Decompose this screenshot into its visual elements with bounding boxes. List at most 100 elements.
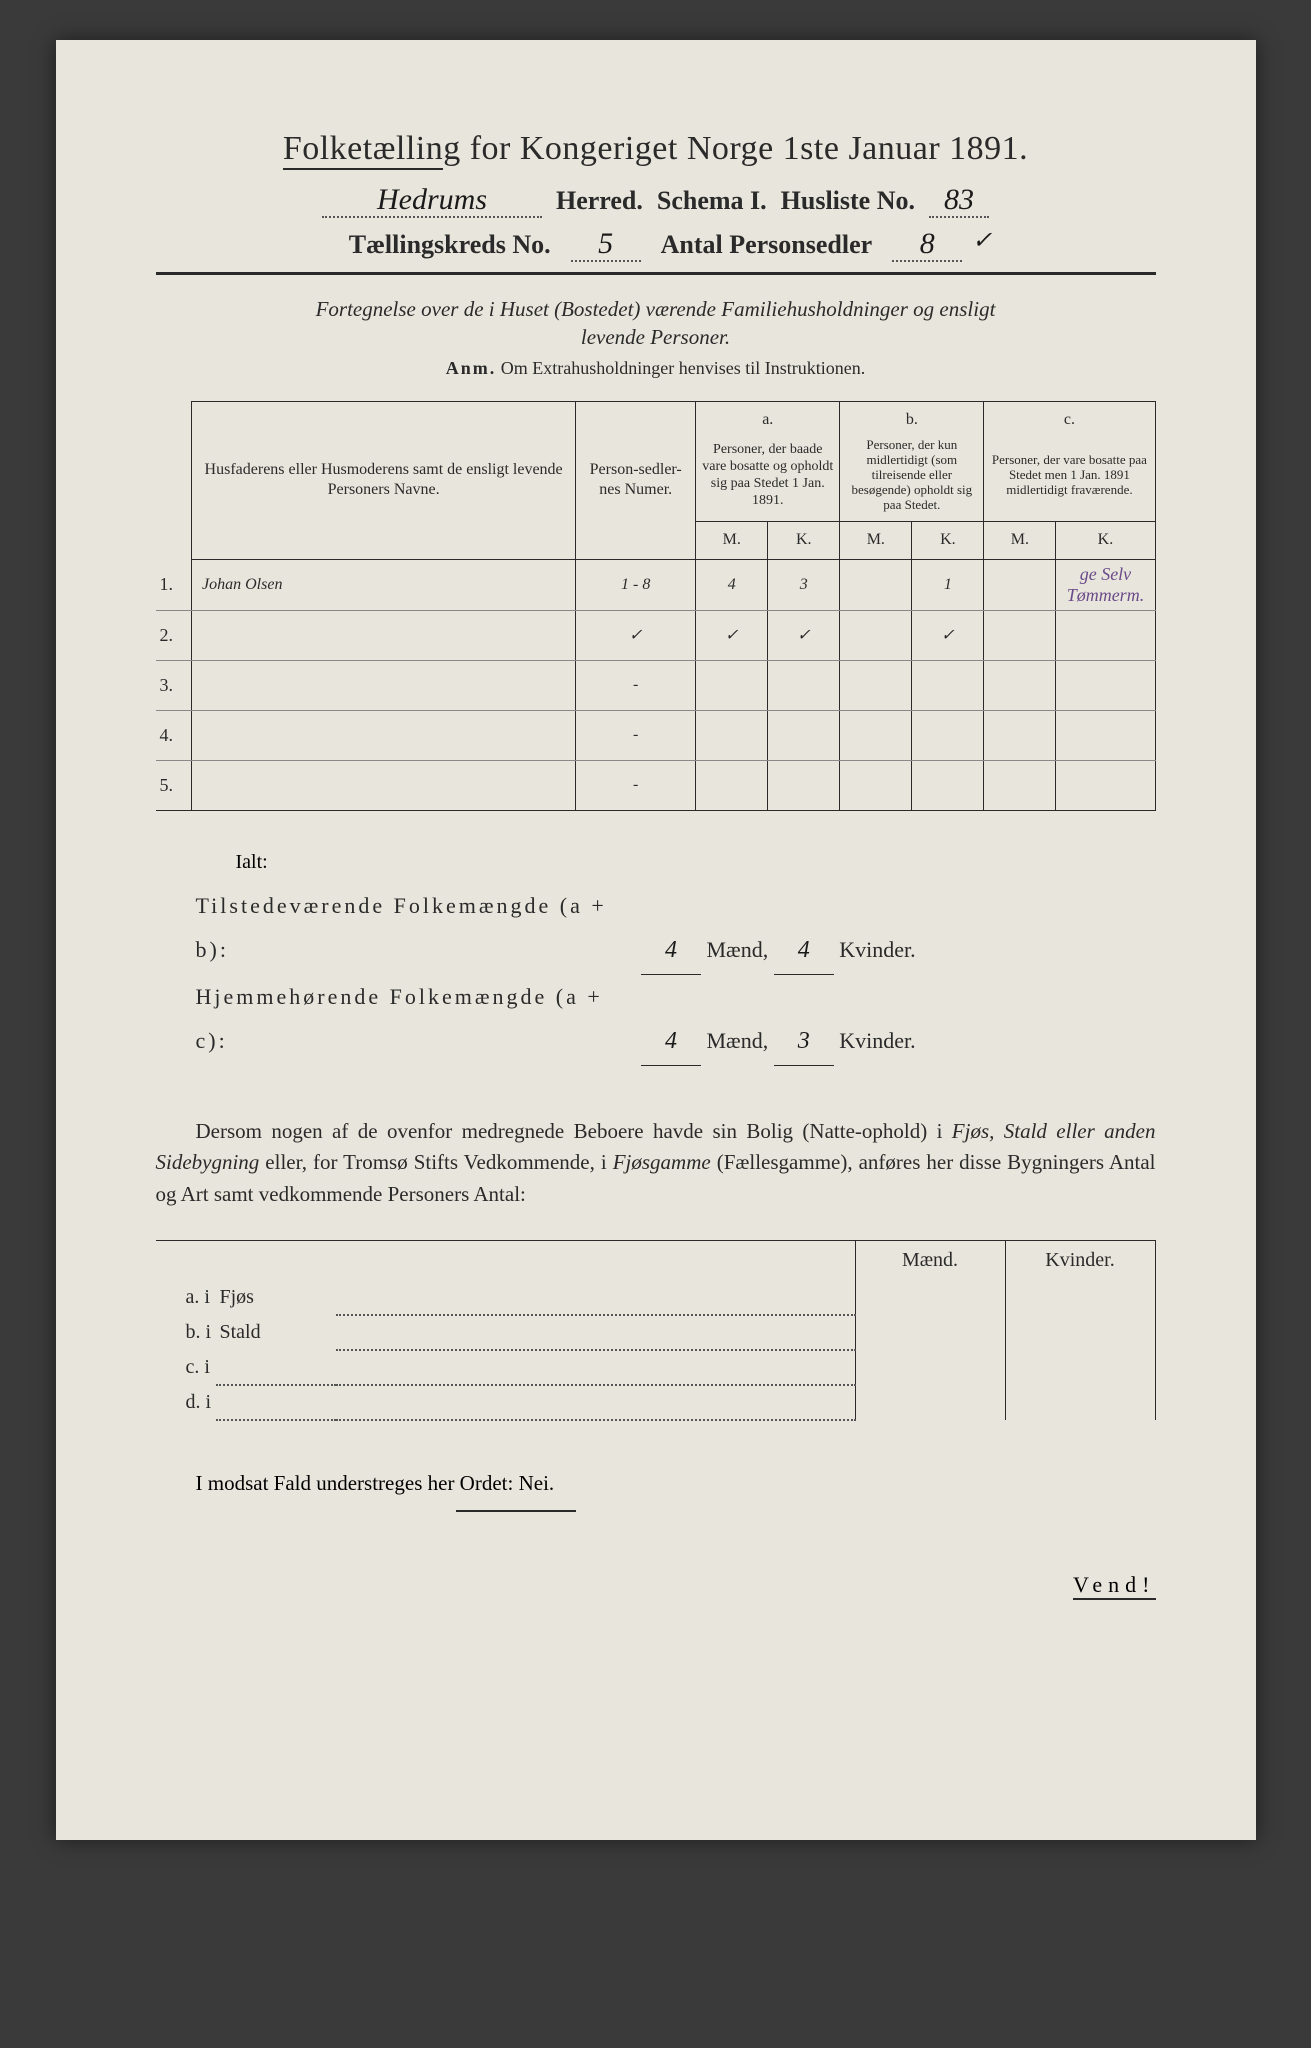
row-bm [840,760,912,810]
lower-row: a. i Fjøs [156,1280,1156,1315]
herred-value: Hedrums [377,183,487,216]
row-num: 3. [156,660,192,710]
row-ck [1056,610,1155,660]
row-num: 1. [156,559,192,610]
anm-line: Anm. Om Extrahusholdninger henvises til … [156,358,1156,379]
col-c-k: K. [1056,522,1155,560]
row-num: 5. [156,760,192,810]
sedler-value: 8 [920,227,935,260]
row-numer: - [576,710,696,760]
row-name: Johan Olsen [192,559,576,610]
kreds-row: Tællingskreds No. 5 Antal Personsedler 8… [156,230,1156,262]
row-bm [840,710,912,760]
table-row: 2. ✓ ✓ ✓ ✓ [156,610,1156,660]
kvinder-label: Kvinder. [839,937,915,962]
row-bk: ✓ [912,610,984,660]
row-ck: ge Selv Tømmerm. [1056,559,1155,610]
col-a-text: Personer, der baade vare bosatte og opho… [696,430,840,521]
husliste-label: Husliste No. [781,186,915,216]
lower-row-dots [336,1315,856,1350]
col-c-text: Personer, der vare bosatte paa Stedet me… [984,430,1155,521]
lower-row-lbl: d. i [156,1385,216,1420]
para-text1: Dersom nogen af de ovenfor medregnede Be… [196,1119,952,1143]
lower-row: d. i [156,1385,1156,1420]
row-numer: 1 - 8 [576,559,696,610]
row-num: 2. [156,610,192,660]
col-b-m: M. [840,522,912,560]
row-bk: 1 [912,559,984,610]
row-numer: ✓ [576,610,696,660]
schema-label: Schema I. [657,186,767,216]
lower-row-m [855,1385,1005,1420]
intro-line2: levende Personer. [581,325,730,349]
summary-block: Tilstedeværende Folkemængde (a + b): 4 M… [196,884,1156,1066]
row-cm [984,610,1056,660]
lower-row-k [1005,1280,1155,1315]
tilstede-row: Tilstedeværende Folkemængde (a + b): 4 M… [196,884,1156,975]
hjemme-k-field: 3 [774,1017,834,1066]
row-ak [768,760,840,810]
intro-line1: Fortegnelse over de i Huset (Bostedet) v… [316,297,996,321]
lower-row-dots [336,1280,856,1315]
herred-row: Hedrums Herred. Schema I. Husliste No. 8… [156,186,1156,218]
col-name-text: Husfaderens eller Husmoderens samt de en… [205,461,563,499]
lower-row-m [855,1315,1005,1350]
col-numer-header: Person-sedler-nes Numer. [576,401,696,559]
kreds-value: 5 [598,227,613,260]
sedler-check: ✓ [972,226,992,255]
census-form-page: Folketælling for Kongeriget Norge 1ste J… [56,40,1256,1840]
row-ck-text: ge Selv Tømmerm. [1067,564,1145,605]
intro-text: Fortegnelse over de i Huset (Bostedet) v… [156,295,1156,352]
row-am [696,660,768,710]
vend-label: Vend! [1073,1572,1156,1600]
anm-label: Anm. [446,358,497,378]
hjemme-k: 3 [798,1028,810,1054]
lower-row: c. i [156,1350,1156,1385]
row-cm [984,660,1056,710]
row-numer: - [576,760,696,810]
lower-row-m [855,1350,1005,1385]
row-ak [768,660,840,710]
herred-label: Herred. [556,186,643,216]
table-row: 5. - [156,760,1156,810]
col-b-text: Personer, der kun midlertidigt (som tilr… [840,430,984,521]
closing-text: I modsat Fald understreges her Ordet: Ne… [156,1471,1156,1496]
kreds-label: Tællingskreds No. [349,230,551,260]
row-num: 4. [156,710,192,760]
row-cm [984,559,1056,610]
maend-label: Mænd, [707,937,769,962]
row-am [696,710,768,760]
tilstede-label: Tilstedeværende Folkemængde (a + b): [196,884,636,972]
bolig-paragraph: Dersom nogen af de ovenfor medregnede Be… [156,1116,1156,1211]
tilstede-k: 4 [798,937,810,963]
kreds-field: 5 [571,230,641,262]
col-a-label: a. [696,401,840,430]
table-row: 4. - [156,710,1156,760]
row-am: ✓ [696,610,768,660]
lower-row-k [1005,1315,1155,1350]
tilstede-k-field: 4 [774,926,834,975]
row-bm [840,660,912,710]
row-ak: ✓ [768,610,840,660]
lower-row-k [1005,1350,1155,1385]
col-name-header: Husfaderens eller Husmoderens samt de en… [192,401,576,559]
hjemme-m-field: 4 [641,1017,701,1066]
col-a-m: M. [696,522,768,560]
ialt-label: Ialt: [236,851,1156,874]
row-am: 4 [696,559,768,610]
husliste-value: 83 [944,183,974,216]
census-table-body: 1. Johan Olsen 1 - 8 4 3 1 ge Selv Tømme… [156,559,1156,810]
maend-label-2: Mænd, [707,1028,769,1053]
row-bm [840,610,912,660]
para-text2: eller, for Tromsø Stifts Vedkommende, i [259,1150,612,1174]
col-c-label: c. [984,401,1155,430]
lower-row-lbl: c. i [156,1350,216,1385]
row-ck [1056,760,1155,810]
lower-maend-header: Mænd. [855,1241,1005,1281]
lower-row-cat [216,1385,856,1420]
row-ck [1056,660,1155,710]
row-bk [912,660,984,710]
tilstede-m: 4 [665,937,677,963]
col-b-label: b. [840,401,984,430]
row-name [192,760,576,810]
